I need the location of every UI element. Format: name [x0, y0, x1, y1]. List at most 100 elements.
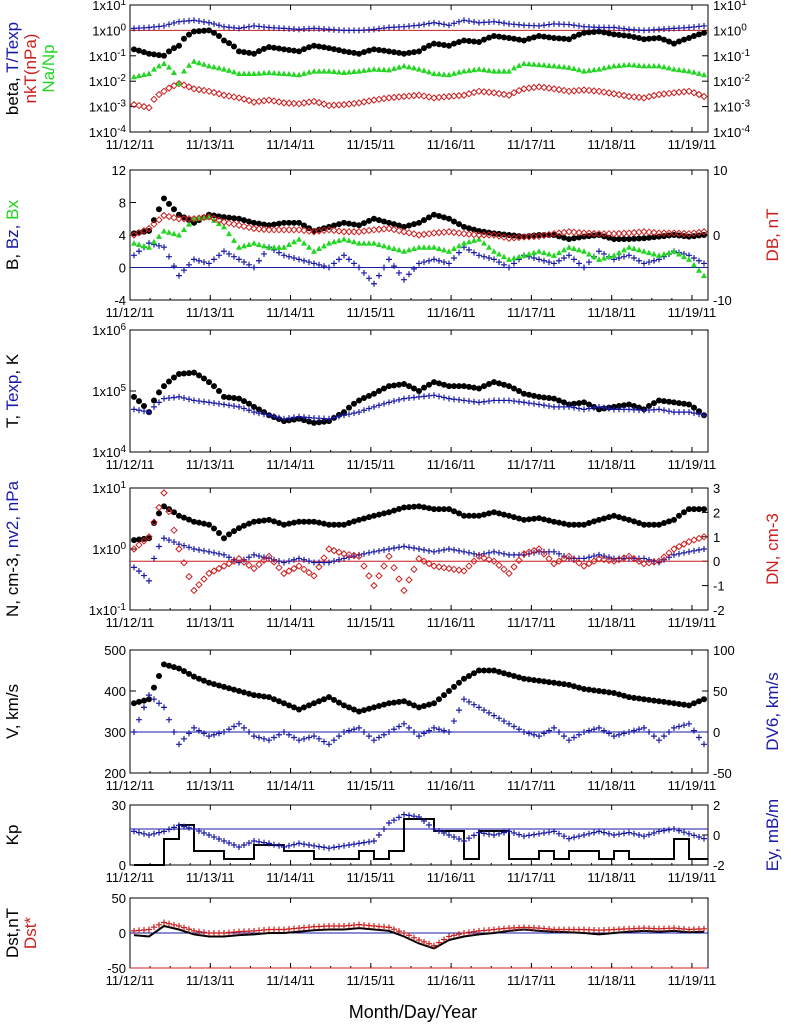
right-y-tick-label: -2: [713, 603, 725, 618]
data-point: [266, 412, 272, 419]
y-tick-label: 1x101: [92, 480, 126, 496]
y-axis-label: Dst,nT: [3, 908, 22, 958]
data-point: [636, 257, 642, 264]
data-point: [321, 520, 327, 527]
data-point: [671, 700, 677, 707]
data-point: [491, 667, 497, 674]
data-point: [396, 222, 402, 229]
data-point: [261, 221, 267, 228]
data-point: [546, 259, 552, 266]
data-point: [421, 818, 427, 824]
data-point: [551, 395, 557, 402]
data-point: [301, 704, 307, 711]
data-point: [566, 252, 572, 259]
data-point: [211, 549, 217, 556]
data-point: [426, 547, 432, 554]
data-point: [475, 87, 483, 96]
data-point: [666, 398, 672, 405]
data-point: [235, 555, 243, 563]
data-point: [546, 395, 552, 402]
data-point: [191, 58, 197, 64]
data-point: [361, 269, 367, 276]
data-point: [631, 830, 637, 837]
data-point: [581, 264, 587, 271]
data-point: [466, 549, 472, 556]
x-tick-label: 11/16/11: [427, 973, 476, 988]
data-point: [495, 232, 503, 240]
data-point: [401, 504, 407, 511]
data-point: [181, 514, 187, 521]
data-point: [311, 518, 317, 525]
data-point: [346, 520, 352, 527]
data-point: [381, 218, 387, 225]
data-point: [361, 49, 367, 56]
data-point: [646, 35, 652, 42]
data-point: [211, 29, 217, 36]
data-point: [406, 49, 412, 56]
data-point: [526, 60, 532, 67]
data-point: [481, 550, 487, 557]
data-point: [216, 550, 222, 557]
data-point: [546, 250, 552, 257]
data-point: [691, 700, 697, 707]
data-point: [370, 581, 378, 590]
data-point: [550, 85, 558, 93]
data-point: [576, 66, 582, 73]
data-point: [346, 842, 352, 848]
data-point: [431, 211, 437, 218]
data-point: [701, 835, 707, 842]
data-point: [296, 219, 302, 226]
data-point: [491, 18, 497, 25]
data-point: [435, 563, 443, 571]
data-point: [426, 68, 432, 75]
panels-group: 11/12/11 11/13/11 11/14/11 11/15/11 11/16/11…: [3, 0, 782, 988]
plot-frame: [129, 649, 709, 774]
data-point: [131, 700, 137, 707]
data-point: [286, 46, 292, 53]
data-point: [280, 226, 288, 234]
data-point: [266, 737, 272, 744]
data-point: [266, 44, 272, 51]
data-point: [165, 212, 173, 221]
data-point: [186, 730, 192, 737]
data-point: [630, 93, 638, 101]
data-point: [176, 512, 182, 519]
data-point: [491, 68, 497, 74]
data-point: [236, 688, 242, 694]
data-point: [171, 374, 177, 381]
data-point: [256, 257, 262, 264]
data-point: [391, 926, 397, 933]
y-axis-label-part: Dst*: [21, 917, 40, 950]
data-point: [655, 557, 663, 565]
x-tick-label: 11/19/11: [668, 305, 717, 320]
data-point: [635, 557, 643, 565]
data-point: [281, 219, 287, 226]
data-point: [601, 64, 607, 71]
data-point: [390, 225, 398, 234]
data-point: [381, 826, 387, 832]
data-point: [176, 272, 182, 279]
data-point: [571, 734, 577, 741]
data-point: [186, 670, 192, 677]
data-point: [376, 734, 382, 741]
y-axis-label-part: B,: [3, 249, 22, 270]
data-point: [436, 213, 442, 220]
data-point: [681, 36, 687, 43]
data-point: [341, 729, 347, 735]
data-point: [491, 33, 497, 40]
data-point: [576, 31, 582, 38]
data-point: [401, 811, 407, 818]
data-point: [301, 257, 307, 264]
x-tick-label: 11/19/11: [668, 457, 717, 472]
data-point: [626, 33, 632, 40]
data-point: [171, 921, 177, 928]
data-point: [466, 246, 472, 253]
data-point: [156, 921, 162, 928]
data-point: [621, 402, 627, 409]
data-point: [541, 516, 547, 523]
series-V: [131, 661, 707, 715]
data-point: [221, 729, 227, 735]
data-point: [406, 724, 412, 731]
data-point: [321, 44, 327, 51]
data-point: [551, 260, 557, 267]
